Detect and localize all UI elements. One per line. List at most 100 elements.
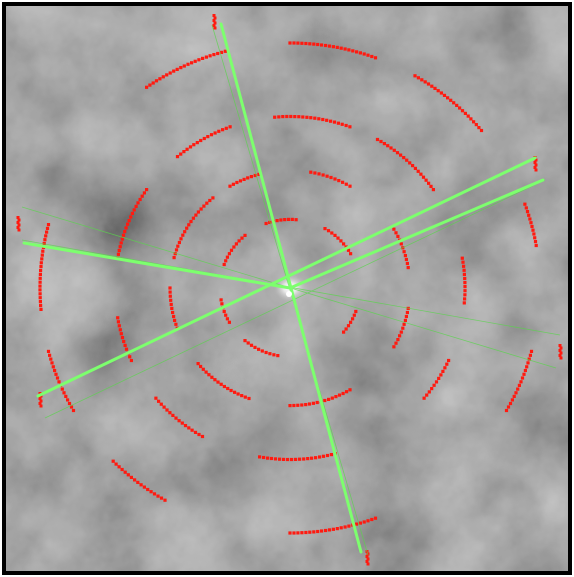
ring-4-dot <box>39 265 43 269</box>
ring-4-dot <box>426 82 431 86</box>
ring-2-dot <box>337 393 342 397</box>
ring-3-dot <box>140 194 144 198</box>
ring-4-dot <box>479 128 484 133</box>
ring-4-dot <box>514 391 518 395</box>
ring-3-dot <box>134 204 138 208</box>
ring-1-dot <box>339 239 343 243</box>
ring-4-dot <box>347 48 351 52</box>
ring-4-dot <box>358 521 362 525</box>
ring-3-dot <box>411 164 415 168</box>
ring-2-dot <box>240 394 244 398</box>
ring-2-dot <box>236 392 240 396</box>
edge-tick-dot <box>16 216 20 219</box>
axis-line-diag-upper <box>36 156 537 398</box>
ring-3-dot <box>221 128 225 132</box>
ring-4-dot <box>355 522 359 526</box>
ring-4-dot <box>416 76 420 80</box>
ring-4-dot <box>62 391 66 395</box>
ring-2-dot <box>189 219 193 224</box>
ring-4-dot <box>38 296 42 300</box>
ring-4-dot <box>316 42 320 47</box>
ring-4-dot <box>532 232 536 236</box>
ring-2-dot <box>174 248 179 252</box>
ring-1-dot <box>232 245 236 249</box>
ring-3-dot <box>185 147 189 151</box>
ring-3-dot <box>213 131 217 135</box>
ring-4-dot <box>292 41 296 45</box>
ring-4-dot <box>208 54 212 58</box>
ring-4-dot <box>527 213 531 217</box>
ring-4-dot <box>529 349 534 353</box>
ring-2-dot <box>348 184 352 188</box>
ring-3-dot <box>348 125 352 129</box>
ring-2-dot <box>288 404 292 408</box>
ring-4-dot <box>300 41 304 45</box>
ring-4-dot <box>312 530 316 534</box>
ring-4-dot <box>526 361 530 365</box>
ring-3-dot <box>138 197 142 202</box>
ring-2-dot <box>394 341 398 345</box>
ring-3-dot <box>463 276 467 281</box>
ring-4-dot <box>324 43 328 48</box>
edge-tick-dot <box>559 346 563 350</box>
ring-1-dot <box>224 259 228 263</box>
edge-tick-dot <box>212 24 216 27</box>
ring-3-dot <box>266 456 270 460</box>
edge-tick-dot <box>366 557 370 561</box>
edge-tick-dot <box>534 158 538 162</box>
ring-3-dot <box>136 201 140 205</box>
ring-4-dot <box>358 51 362 55</box>
ring-3-dot <box>129 358 133 363</box>
ring-4-dot <box>327 44 332 48</box>
ring-2-dot <box>403 254 407 258</box>
ring-4-dot <box>145 85 149 89</box>
ring-3-dot <box>120 237 124 241</box>
ring-3-dot <box>306 457 310 461</box>
ring-4-dot <box>39 261 43 265</box>
ring-4-dot <box>126 473 130 477</box>
ring-3-dot <box>121 233 126 237</box>
ring-4-dot <box>46 223 51 227</box>
ring-4-dot <box>190 61 194 65</box>
ring-2-dot <box>404 257 408 262</box>
ring-1-dot <box>275 219 279 223</box>
ring-1-dot <box>264 350 268 355</box>
ring-4-dot <box>40 257 44 261</box>
ring-3-dot <box>462 301 466 305</box>
ring-2-dot <box>226 386 230 391</box>
ring-3-dot <box>386 144 390 148</box>
ring-4-dot <box>45 230 49 234</box>
ring-2-dot <box>168 286 172 290</box>
ring-1-dot <box>225 255 229 259</box>
ring-4-dot <box>522 372 526 376</box>
ring-4-dot <box>175 67 179 71</box>
edge-tick-dot <box>213 26 217 30</box>
ring-2-dot <box>402 250 406 254</box>
ring-1-dot <box>246 341 250 345</box>
edge-tick-dot <box>534 168 538 172</box>
ring-3-dot <box>202 136 206 141</box>
ring-2-dot <box>169 302 173 306</box>
ring-4-dot <box>520 376 525 380</box>
ring-2-dot <box>169 298 173 302</box>
ring-4-dot <box>351 49 355 53</box>
ring-4-dot <box>355 50 359 54</box>
ring-2-dot <box>304 403 308 407</box>
edge-tick-dot <box>212 19 216 22</box>
ring-4-dot <box>38 284 42 288</box>
edge-tick-dot <box>365 560 369 563</box>
ring-2-dot <box>307 402 312 406</box>
ring-3-dot <box>379 139 383 144</box>
ring-3-dot <box>273 457 278 461</box>
ring-1-dot <box>225 317 229 321</box>
ring-2-dot <box>207 373 211 377</box>
ring-2-dot <box>173 252 177 256</box>
ring-3-dot <box>117 248 121 253</box>
ring-4-dot <box>38 280 42 284</box>
ring-2-dot <box>179 237 183 241</box>
ring-1-dot <box>352 313 356 317</box>
ring-3-dot <box>124 226 128 230</box>
ring-2-dot <box>194 213 198 217</box>
ring-2-dot <box>327 397 331 401</box>
ring-2-dot <box>202 204 206 208</box>
